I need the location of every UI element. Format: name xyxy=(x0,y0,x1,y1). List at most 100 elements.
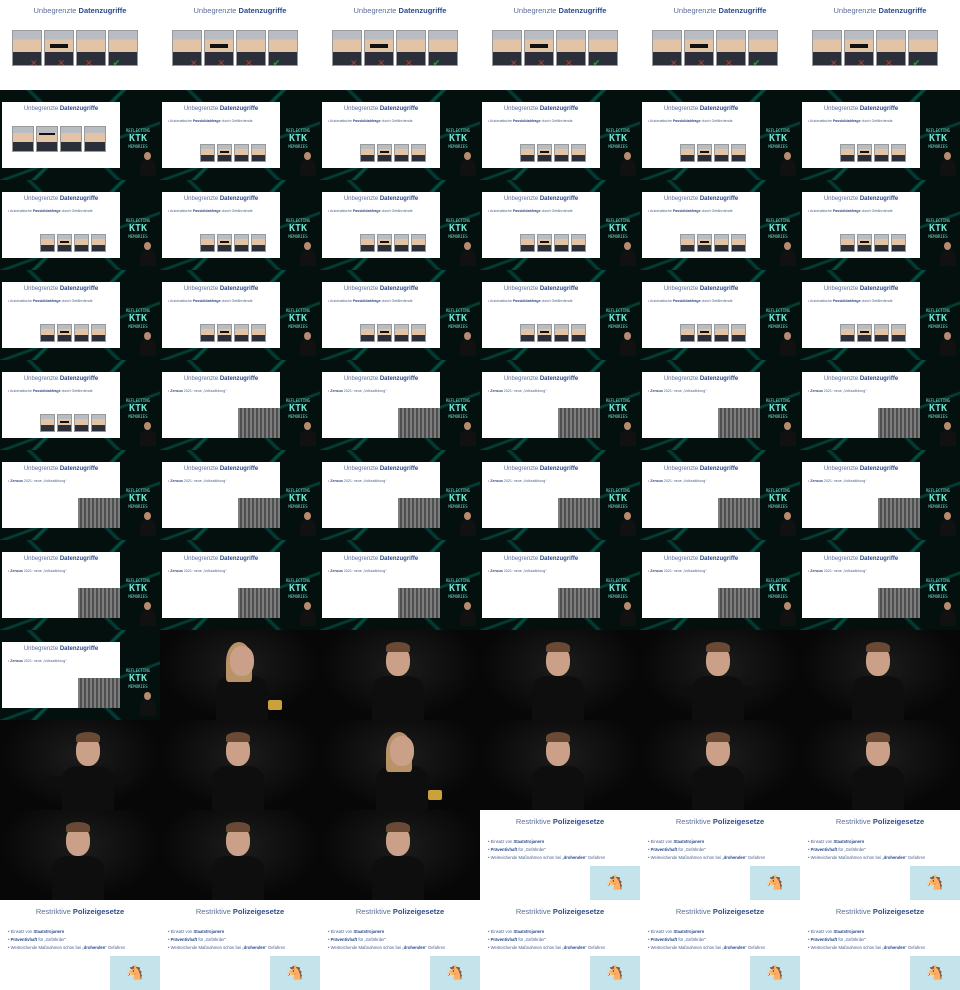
portrait-photo xyxy=(524,30,554,66)
slide-bullet: • Automatische Passbildabfrage durch Gef… xyxy=(168,119,253,123)
slide-title: Unbegrenzte Datenzugriffe xyxy=(823,556,899,562)
crowd-photo xyxy=(78,498,120,528)
projected-slide: Unbegrenzte Datenzugriffe • Automatische … xyxy=(482,102,600,168)
logo-line-1: REFLECTING xyxy=(285,218,311,223)
match-marks: ✕ ✕ ✕ ✔ xyxy=(190,58,280,69)
event-logo: REFLECTING KTK MEMORIES xyxy=(922,398,954,419)
bullet-item: • Weitreichende Maßnahmen schon bei „dro… xyxy=(8,945,126,950)
slide-bullet: • Zensus 2021: neue „Volkszählung“ xyxy=(808,569,867,573)
event-logo: REFLECTING KTK MEMORIES xyxy=(922,578,954,599)
event-logo: REFLECTING KTK MEMORIES xyxy=(442,578,474,599)
logo-line-2: KTK xyxy=(608,583,628,594)
slide-title: Unbegrenzte Datenzugriffe xyxy=(23,286,99,292)
crowd-photo xyxy=(878,498,920,528)
crowd-photo xyxy=(718,498,760,528)
video-frame: Unbegrenzte Datenzugriffe • Zensus 2021: … xyxy=(0,540,160,630)
portrait-photo xyxy=(36,126,58,152)
event-logo: REFLECTING KTK MEMORIES xyxy=(442,218,474,239)
logo-line-1: REFLECTING xyxy=(445,578,471,583)
video-frame: Unbegrenzte Datenzugriffe • Zensus 2021: … xyxy=(480,450,640,540)
event-logo: REFLECTING KTK MEMORIES xyxy=(602,128,634,149)
logo-line-1: REFLECTING xyxy=(445,398,471,403)
logo-line-1: REFLECTING xyxy=(285,488,311,493)
bullet-item: • Präventivhaft für „Gefährder“ xyxy=(808,937,867,942)
portrait-photo xyxy=(554,144,569,162)
face-comparison-photos xyxy=(172,30,298,66)
logo-line-1: REFLECTING xyxy=(765,308,791,313)
slide-bullet: • Zensus 2021: neue „Volkszählung“ xyxy=(8,659,67,663)
portrait-photo xyxy=(571,324,586,342)
portrait-photo xyxy=(874,144,889,162)
projected-slide: Unbegrenzte Datenzugriffe • Automatische … xyxy=(482,282,600,348)
speaker-thumbnail xyxy=(460,152,476,176)
logo-line-3: MEMORIES xyxy=(448,504,468,509)
slide-title: Unbegrenzte Datenzugriffe xyxy=(193,6,287,15)
video-frame: Unbegrenzte Datenzugriffe ✕ ✕ ✕ ✔ xyxy=(160,0,320,90)
speaker-thumbnail xyxy=(140,152,156,176)
slide-bullets: • Einsatz von Staatstrojanern • Präventiv… xyxy=(648,928,765,952)
slide-title: Unbegrenzte Datenzugriffe xyxy=(183,466,259,472)
logo-line-3: MEMORIES xyxy=(448,594,468,599)
logo-line-3: MEMORIES xyxy=(928,324,948,329)
speaker-woman xyxy=(202,630,282,720)
speaker-thumbnail xyxy=(940,152,956,176)
bullet-item: • Weitreichende Maßnahmen schon bei „dro… xyxy=(488,855,606,860)
video-frame: Unbegrenzte Datenzugriffe • Zensus 2021: … xyxy=(640,450,800,540)
portrait-photo xyxy=(697,144,712,162)
speaker-thumbnail xyxy=(140,692,156,716)
slide-title: Restriktive Polizeigesetze xyxy=(835,817,925,826)
portrait-photo xyxy=(91,324,106,342)
bullet-item: • Weitreichende Maßnahmen schon bei „dro… xyxy=(168,945,286,950)
crowd-photo xyxy=(878,588,920,618)
slide-bullet: • Automatische Passbildabfrage durch Gef… xyxy=(8,299,93,303)
portrait-photo xyxy=(652,30,682,66)
event-logo: REFLECTING KTK MEMORIES xyxy=(122,488,154,509)
speaker-thumbnail xyxy=(460,242,476,266)
logo-line-1: REFLECTING xyxy=(765,488,791,493)
slide-title: Restriktive Polizeigesetze xyxy=(355,907,445,916)
portrait-photo xyxy=(680,144,695,162)
logo-line-1: REFLECTING xyxy=(125,398,151,403)
slide-title: Unbegrenzte Datenzugriffe xyxy=(23,466,99,472)
slide-bullet: • Automatische Passbildabfrage durch Gef… xyxy=(328,299,413,303)
logo-line-1: REFLECTING xyxy=(285,128,311,133)
slide-title: Unbegrenzte Datenzugriffe xyxy=(183,286,259,292)
video-frame: Unbegrenzte Datenzugriffe • Automatische … xyxy=(0,270,160,360)
speaker-thumbnail xyxy=(620,242,636,266)
projected-slide: Unbegrenzte Datenzugriffe • Zensus 2021: … xyxy=(802,552,920,618)
slide-title: Unbegrenzte Datenzugriffe xyxy=(343,466,419,472)
portrait-photo xyxy=(874,234,889,252)
portrait-photo xyxy=(40,414,55,432)
crowd-photo xyxy=(558,498,600,528)
crowd-photo xyxy=(718,588,760,618)
logo-line-2: KTK xyxy=(128,403,148,414)
logo-line-2: KTK xyxy=(288,403,308,414)
logo-line-2: KTK xyxy=(448,583,468,594)
speaker-man xyxy=(838,630,918,720)
portrait-photo xyxy=(40,234,55,252)
projected-slide: Unbegrenzte Datenzugriffe • Zensus 2021: … xyxy=(642,462,760,528)
portrait-photo xyxy=(251,324,266,342)
logo-line-3: MEMORIES xyxy=(608,594,628,599)
cross-icon: ✕ xyxy=(857,58,866,68)
logo-line-2: KTK xyxy=(608,313,628,324)
projected-slide: Unbegrenzte Datenzugriffe xyxy=(2,102,120,168)
video-frame: Unbegrenzte Datenzugriffe • Automatische … xyxy=(640,90,800,180)
video-frame: Unbegrenzte Datenzugriffe • Automatische … xyxy=(320,180,480,270)
projected-slide: Unbegrenzte Datenzugriffe • Zensus 2021: … xyxy=(2,462,120,528)
logo-line-2: KTK xyxy=(128,133,148,144)
portrait-photo xyxy=(571,144,586,162)
portrait-photo xyxy=(840,324,855,342)
crowd-photo xyxy=(398,498,440,528)
crowd-photo xyxy=(78,588,120,618)
video-frame: Unbegrenzte Datenzugriffe REFLECTING KTK ME… xyxy=(0,90,160,180)
video-frame: Unbegrenzte Datenzugriffe • Automatische … xyxy=(800,270,960,360)
logo-line-2: KTK xyxy=(768,223,788,234)
portrait-photo xyxy=(680,324,695,342)
speaker-thumbnail xyxy=(300,602,316,626)
video-frame: Unbegrenzte Datenzugriffe • Zensus 2021: … xyxy=(800,360,960,450)
logo-line-3: MEMORIES xyxy=(768,504,788,509)
portrait-photo xyxy=(377,144,392,162)
logo-line-3: MEMORIES xyxy=(128,324,148,329)
match-marks: ✕ ✕ ✕ ✔ xyxy=(670,58,760,69)
